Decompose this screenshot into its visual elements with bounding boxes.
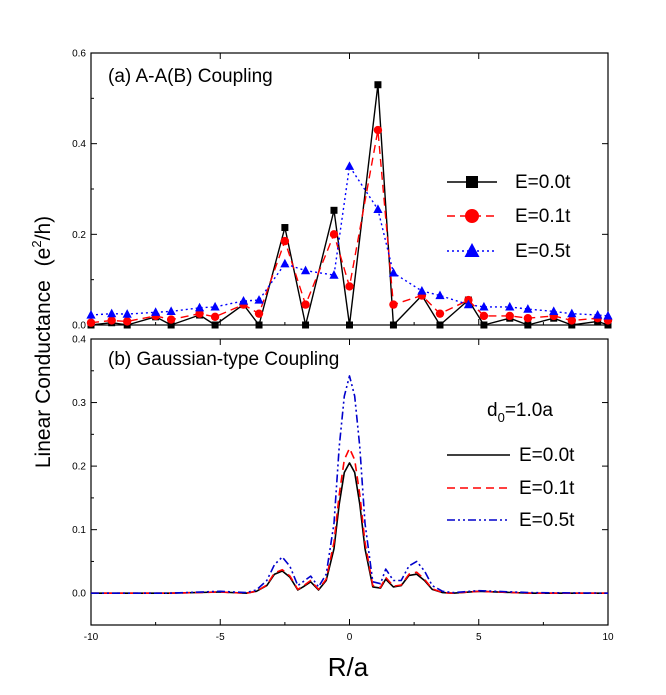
panel-b-ytick-label: 0.0 (72, 589, 86, 600)
panel-a-series-2-point (463, 299, 474, 309)
panel-a-series-2-point (166, 306, 176, 315)
legend-a-marker-1 (465, 209, 479, 223)
panel-a-series-0-point (524, 321, 532, 329)
annotation-tail: =1.0a (505, 400, 554, 421)
panel-a-series-2-point (300, 265, 311, 275)
panel-a-series-0-point (568, 321, 576, 329)
legend-b-label-0: E=0.0t (519, 445, 575, 466)
panel-a-series-0-point (346, 321, 353, 329)
panel-a-series-1-point (210, 312, 220, 322)
legend-a-marker-0 (466, 176, 478, 188)
panel-a-series-1-point (479, 311, 489, 321)
panel-a-series-1-point (280, 236, 290, 246)
panel-b-xtick-label: -10 (84, 632, 99, 643)
panel-a-series-2-point (194, 302, 205, 312)
panel-b-xtick-label: 0 (347, 632, 353, 643)
legend-a-label-0: E=0.0t (515, 172, 571, 193)
panel-a-series-2-point (388, 267, 399, 277)
panel-a-series-2-point (329, 270, 339, 279)
y-axis-label: Linear Conductance (e2/h) (29, 216, 55, 468)
panel-a-series-1-point (86, 318, 96, 327)
panel-a-series-0-point (604, 321, 612, 329)
panel-a-ytick-label: 0.2 (72, 230, 86, 241)
panel-b-xtick-label: 5 (476, 632, 482, 643)
panel-b-title: (b) Gaussian-type Coupling (108, 349, 339, 370)
panel-a-series-1-point (195, 309, 204, 318)
panel-a-series-1-point (435, 309, 445, 318)
x-axis-label: R/a (328, 652, 369, 682)
panel-a-series-1-point (122, 317, 132, 326)
panel-a-series-0-point (167, 321, 175, 329)
panel-a-series-1-point (523, 314, 533, 323)
panel-a-series-0-point (480, 321, 488, 329)
panel-a-ytick-label: 0.0 (72, 321, 86, 332)
panel-a-series-0-point (389, 321, 397, 329)
panel-a-series-2-point (280, 258, 290, 268)
annotation-d: d (487, 400, 498, 421)
panel-b-ytick-label: 0.2 (72, 462, 86, 473)
panel-a-series-2-point (344, 161, 355, 170)
panel-a-series-1-point (254, 309, 264, 318)
panel-a-series-0-point (281, 224, 289, 232)
panel-a-series-1-point (345, 282, 354, 291)
panel-a-series-2-point (254, 295, 264, 304)
panel-a-title: (a) A-A(B) Coupling (108, 66, 273, 87)
panel-a-ytick-label: 0.6 (72, 49, 86, 60)
panel-a-series-2-point (549, 306, 559, 315)
panel-b-ytick-label: 0.3 (72, 398, 86, 409)
panel-a-series-2-point (435, 290, 445, 300)
panel-a-series-0-point (330, 206, 338, 214)
panel-a-series-2-point (505, 301, 515, 311)
panel-a-series-0-point (211, 321, 219, 329)
panel-a-series-1-point (389, 300, 398, 309)
panel-a-series-0-point (255, 321, 263, 329)
y-axis-label-text: Linear Conductance (32, 280, 55, 468)
panel-a-series-2-point (479, 301, 489, 311)
legend-a-label-2: E=0.5t (515, 241, 571, 262)
y-axis-label-unit: (e (32, 248, 55, 267)
panel-a-series-1-point (107, 316, 116, 325)
panel-a-series-1-point (567, 316, 577, 325)
panel-a-series-0-point (302, 321, 310, 329)
panel-a: (a) A-A(B) Coupling 0.0 0.2 0.4 0.6 E=0.0t … (72, 49, 613, 332)
panel-a-ytick-label: 0.4 (72, 139, 86, 150)
panel-a-series-1-point (166, 315, 176, 324)
panel-b-xtick-label: 10 (602, 632, 614, 643)
panel-b-series-line-1 (91, 447, 608, 595)
panel-b-ytick-label: 0.4 (72, 335, 86, 346)
panel-a-series-2-point (238, 295, 249, 305)
panel-a-series-1-point (329, 230, 339, 239)
legend-b-label-1: E=0.1t (519, 478, 575, 499)
panel-a-series-0-point (436, 321, 444, 329)
y-axis-label-sup: 2 (29, 240, 44, 247)
annotation-sub: 0 (498, 410, 505, 425)
legend-b-label-2: E=0.5t (519, 510, 575, 531)
legend-a-marker-2 (464, 243, 480, 257)
panel-a-series-2-point (523, 304, 533, 313)
panel-a-series-2-point (603, 310, 613, 320)
panel-a-legend: E=0.0t E=0.1t E=0.5t (447, 172, 571, 262)
panel-a-series-2-point (373, 204, 383, 213)
panel-a-series-1-point (373, 125, 383, 135)
panel-b-series-line-2 (91, 375, 609, 595)
panel-a-series-2-point (567, 308, 577, 318)
y-axis-label-tail: /h) (32, 216, 55, 241)
panel-a-series-2-point (107, 308, 117, 318)
panel-a-series-2-point (122, 309, 132, 318)
panel-a-series-2-point (593, 310, 603, 319)
panel-a-series-0-point (374, 81, 382, 89)
panel-b-xtick-label: -5 (216, 632, 225, 643)
panel-b-annotation: d0=1.0a (487, 400, 553, 425)
panel-a-series-1-point (505, 311, 514, 321)
panel-a-series-2-point (210, 301, 220, 311)
panel-b-ytick-label: 0.1 (72, 525, 86, 536)
panel-b-legend: E=0.0t E=0.1t E=0.5t (447, 445, 575, 531)
panel-a-series-2-point (417, 286, 427, 295)
panel-a-series-1-point (301, 300, 310, 309)
panel-b: (b) Gaussian-type Coupling d0=1.0a 0.00.… (72, 335, 614, 644)
panel-a-series-2-point (86, 310, 96, 319)
panel-a-series-2-point (151, 307, 161, 316)
legend-a-label-1: E=0.1t (515, 206, 571, 227)
